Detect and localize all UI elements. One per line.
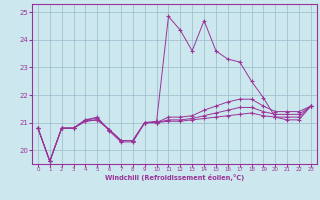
X-axis label: Windchill (Refroidissement éolien,°C): Windchill (Refroidissement éolien,°C) — [105, 174, 244, 181]
